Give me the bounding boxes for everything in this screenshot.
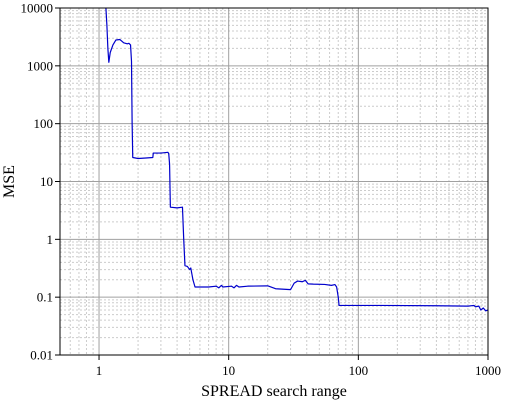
series-layer [105, 7, 489, 312]
y-axis-title: MSE [1, 165, 18, 198]
y-tick-label: 1 [47, 232, 54, 247]
y-tick-label: 1000 [27, 58, 53, 73]
y-tick-labels: 0.01 0.1 1 10 100 1000 10000 [21, 1, 54, 363]
x-axis-title: SPREAD search range [201, 383, 347, 400]
y-tick-marks [55, 7, 60, 356]
y-tick-label: 100 [34, 116, 54, 131]
series-line-0 [105, 7, 489, 312]
y-tick-label: 10000 [21, 1, 54, 16]
y-tick-label: 0.01 [30, 348, 53, 363]
x-tick-marks [98, 355, 489, 360]
x-tick-label: 1000 [475, 363, 501, 378]
x-tick-labels: 1 10 100 1000 [96, 363, 501, 378]
y-tick-label: 0.1 [37, 290, 53, 305]
x-tick-label: 100 [349, 363, 369, 378]
x-tick-label: 10 [222, 363, 235, 378]
y-tick-label: 10 [40, 174, 53, 189]
x-tick-label: 1 [96, 363, 103, 378]
